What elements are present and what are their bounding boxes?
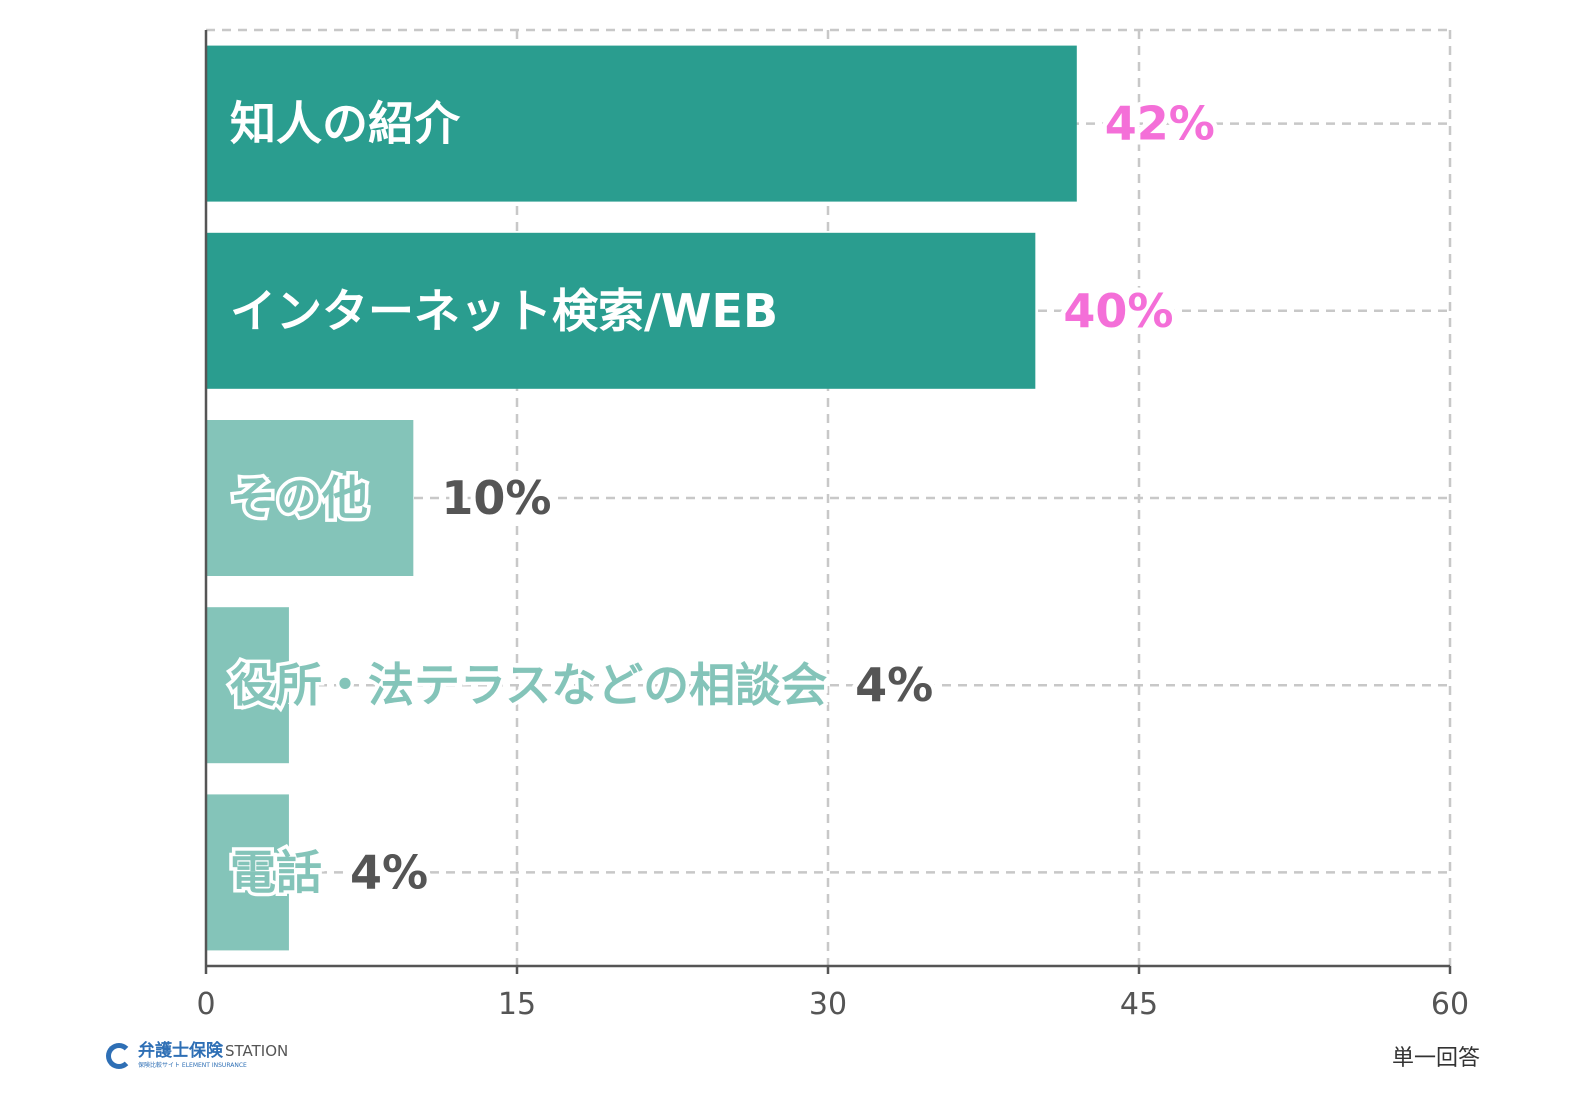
answer-type-note: 単一回答	[1391, 1046, 1480, 1071]
x-tick-label: 30	[809, 987, 847, 1022]
bar-4	[206, 607, 289, 764]
bar-1	[206, 45, 1077, 202]
brand-logo: 弁護士保険 STATION 保険比較サイト ELEMENT INSURANCE	[106, 1036, 288, 1076]
value-label: 10%	[441, 471, 551, 525]
logo-c-icon	[106, 1043, 132, 1069]
value-label: 42%	[1105, 97, 1215, 151]
value-label: 4%	[350, 845, 428, 899]
x-tick-label: 45	[1120, 987, 1158, 1022]
bar-2	[206, 232, 1036, 389]
logo-main-text: 弁護士保険	[138, 1041, 223, 1061]
value-label: 4%	[855, 658, 933, 712]
logo-station-text: STATION	[225, 1042, 289, 1060]
bar-3	[206, 420, 414, 576]
category-label: 電話	[230, 845, 322, 899]
bar-5	[206, 794, 289, 951]
x-tick-label: 15	[498, 987, 536, 1022]
category-label: インターネット検索/WEB	[230, 284, 778, 338]
category-label: 知人の紹介	[230, 97, 461, 151]
category-label: 役所・法テラスなどの相談会	[230, 658, 827, 712]
value-label: 40%	[1063, 284, 1173, 338]
x-tick-label: 0	[196, 987, 215, 1022]
logo-sub-text: 保険比較サイト ELEMENT INSURANCE	[138, 1062, 247, 1069]
category-label: その他	[230, 471, 368, 525]
x-tick-label: 60	[1431, 987, 1469, 1022]
